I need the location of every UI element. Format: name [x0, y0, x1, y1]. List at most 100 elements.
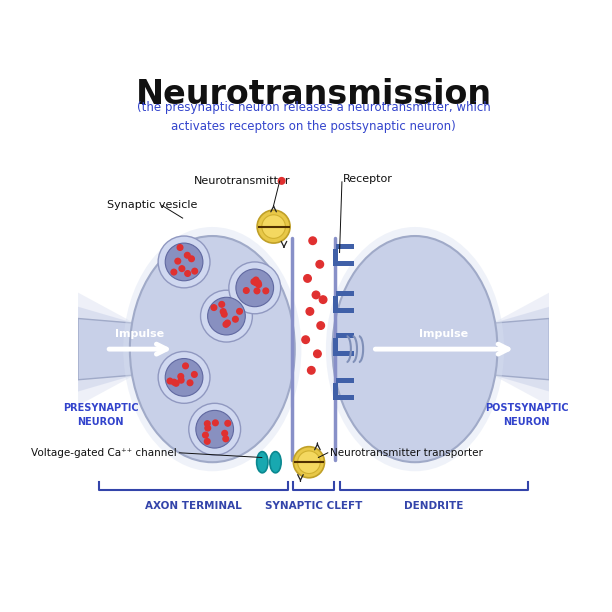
FancyArrowPatch shape — [109, 344, 166, 354]
Circle shape — [297, 451, 320, 474]
Circle shape — [251, 279, 257, 285]
Circle shape — [314, 350, 321, 357]
Circle shape — [306, 308, 314, 315]
Circle shape — [229, 262, 281, 314]
FancyArrowPatch shape — [375, 344, 508, 354]
Polygon shape — [493, 318, 550, 379]
Circle shape — [257, 210, 290, 243]
Bar — [336, 244, 354, 248]
Text: Receptor: Receptor — [343, 174, 393, 184]
Bar — [336, 308, 354, 313]
Bar — [336, 291, 354, 296]
Circle shape — [188, 256, 195, 261]
Polygon shape — [78, 318, 135, 379]
Circle shape — [222, 430, 228, 436]
Text: Voltage-gated Ca⁺⁺ channel: Voltage-gated Ca⁺⁺ channel — [31, 448, 177, 458]
Text: Neurotransmission: Neurotransmission — [136, 78, 491, 111]
Polygon shape — [493, 293, 550, 406]
Circle shape — [192, 371, 197, 377]
Circle shape — [207, 297, 245, 335]
Text: Neurotransmitter: Neurotransmitter — [193, 176, 290, 186]
Circle shape — [179, 266, 185, 272]
Circle shape — [178, 378, 184, 383]
Circle shape — [223, 436, 229, 442]
Ellipse shape — [332, 236, 498, 462]
Circle shape — [225, 320, 230, 326]
Bar — [333, 383, 338, 400]
Circle shape — [262, 215, 285, 239]
Bar — [336, 351, 354, 356]
Text: (the presynaptic neuron releases a neurotransmitter, which
activates receptors o: (the presynaptic neuron releases a neuro… — [136, 101, 491, 133]
Circle shape — [253, 280, 259, 286]
Bar — [333, 296, 338, 313]
Circle shape — [237, 308, 242, 314]
Circle shape — [187, 380, 193, 386]
Circle shape — [196, 411, 234, 448]
Circle shape — [223, 321, 229, 327]
Circle shape — [220, 308, 226, 315]
Circle shape — [167, 378, 173, 384]
Circle shape — [233, 316, 238, 322]
Circle shape — [244, 288, 249, 293]
Circle shape — [312, 291, 320, 299]
Text: Neurotransmitter transporter: Neurotransmitter transporter — [330, 448, 483, 458]
Polygon shape — [493, 307, 550, 392]
Circle shape — [205, 425, 211, 431]
Circle shape — [183, 363, 188, 368]
Bar — [333, 338, 338, 356]
Circle shape — [204, 439, 210, 444]
Ellipse shape — [332, 236, 498, 462]
Text: Impulse: Impulse — [114, 329, 164, 339]
Circle shape — [212, 420, 218, 426]
Circle shape — [171, 269, 177, 275]
Ellipse shape — [326, 227, 504, 471]
Text: DENDRITE: DENDRITE — [404, 501, 463, 511]
Circle shape — [184, 252, 190, 258]
Ellipse shape — [256, 452, 268, 473]
Text: Impulse: Impulse — [419, 329, 468, 339]
Circle shape — [304, 275, 312, 282]
Circle shape — [316, 261, 324, 268]
Circle shape — [317, 322, 324, 329]
Circle shape — [256, 282, 261, 288]
Circle shape — [278, 177, 285, 184]
Text: AXON TERMINAL: AXON TERMINAL — [145, 501, 242, 511]
Text: POSTSYNAPTIC
NEURON: POSTSYNAPTIC NEURON — [485, 403, 569, 427]
Circle shape — [254, 288, 259, 294]
Circle shape — [192, 268, 198, 274]
Circle shape — [165, 243, 203, 281]
Circle shape — [185, 271, 190, 276]
Circle shape — [158, 351, 210, 403]
Bar — [336, 261, 354, 266]
Circle shape — [319, 296, 327, 304]
Ellipse shape — [123, 227, 301, 471]
Polygon shape — [78, 307, 135, 392]
Circle shape — [158, 236, 210, 288]
Polygon shape — [78, 293, 135, 406]
Bar — [336, 395, 354, 400]
Circle shape — [263, 288, 269, 294]
Text: PRESYNAPTIC
NEURON: PRESYNAPTIC NEURON — [63, 403, 138, 427]
Text: Synaptic vesicle: Synaptic vesicle — [107, 200, 198, 211]
Circle shape — [236, 269, 274, 307]
Ellipse shape — [130, 236, 295, 462]
Ellipse shape — [130, 236, 295, 462]
Circle shape — [171, 379, 177, 385]
Bar — [336, 333, 354, 338]
Circle shape — [203, 432, 208, 438]
Circle shape — [307, 367, 315, 374]
Text: SYNAPTIC CLEFT: SYNAPTIC CLEFT — [265, 501, 362, 511]
Circle shape — [222, 312, 227, 317]
Circle shape — [188, 403, 241, 455]
Circle shape — [293, 447, 324, 478]
Circle shape — [255, 280, 261, 286]
Circle shape — [175, 258, 181, 264]
Ellipse shape — [270, 452, 281, 473]
Circle shape — [165, 359, 203, 396]
Circle shape — [173, 381, 179, 386]
Bar — [333, 248, 338, 266]
Circle shape — [204, 421, 210, 427]
Circle shape — [178, 373, 184, 379]
Circle shape — [309, 237, 316, 245]
Circle shape — [225, 420, 231, 426]
